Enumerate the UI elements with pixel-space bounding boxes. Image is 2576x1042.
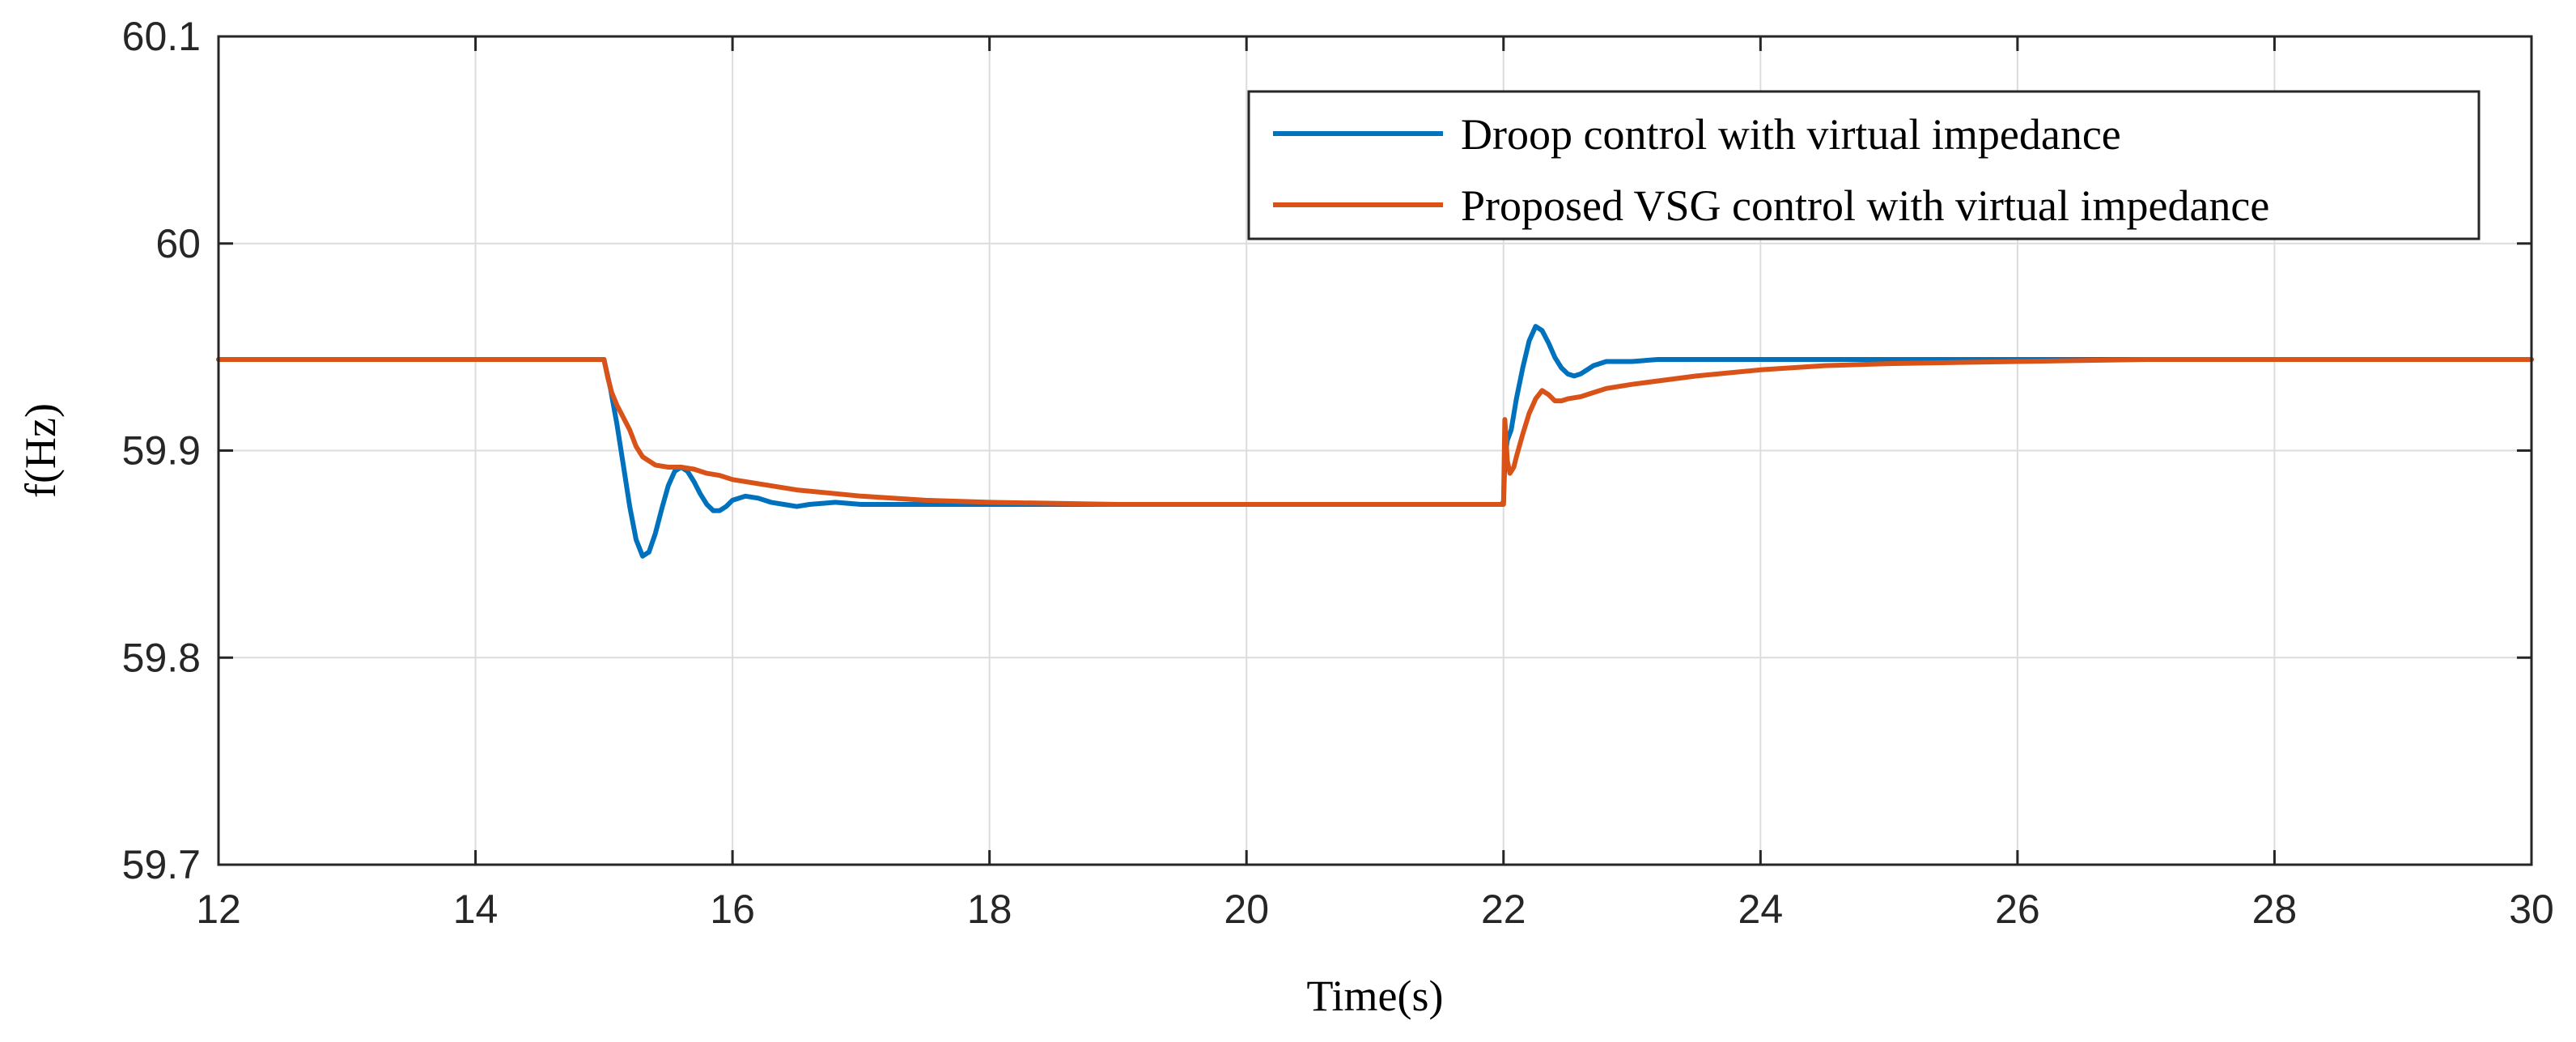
x-axis-title: Time(s) (1306, 972, 1443, 1020)
y-tick-label: 59.8 (122, 635, 201, 680)
legend: Droop control with virtual impedance Pro… (1247, 90, 2481, 240)
legend-box (1247, 90, 2481, 240)
series-line-vsg (216, 357, 2534, 507)
y-tick-label: 59.9 (122, 428, 201, 474)
x-tick-label: 22 (1481, 887, 1526, 932)
legend-label-droop: Droop control with virtual impedance (1461, 110, 2121, 159)
tick-marks (217, 35, 2533, 866)
y-axis-title: f(Hz) (16, 403, 65, 498)
y-tick-labels: 59.7 59.8 59.9 60 60.1 (122, 14, 201, 887)
x-tick-label: 12 (196, 887, 241, 932)
x-tick-label: 28 (2252, 887, 2298, 932)
x-tick-label: 24 (1738, 887, 1784, 932)
x-tick-label: 26 (1995, 887, 2040, 932)
y-tick-label: 60 (155, 221, 201, 266)
y-tick-label: 59.7 (122, 842, 201, 887)
x-tick-label: 18 (967, 887, 1012, 932)
series-layer (216, 324, 2534, 559)
x-tick-labels: 12 14 16 18 20 22 24 26 28 30 (196, 887, 2554, 932)
x-tick-label: 16 (710, 887, 755, 932)
x-tick-label: 14 (453, 887, 499, 932)
legend-label-vsg: Proposed VSG control with virtual impeda… (1461, 181, 2269, 230)
y-tick-label: 60.1 (122, 14, 201, 59)
x-tick-label: 20 (1224, 887, 1269, 932)
x-tick-label: 30 (2509, 887, 2554, 932)
